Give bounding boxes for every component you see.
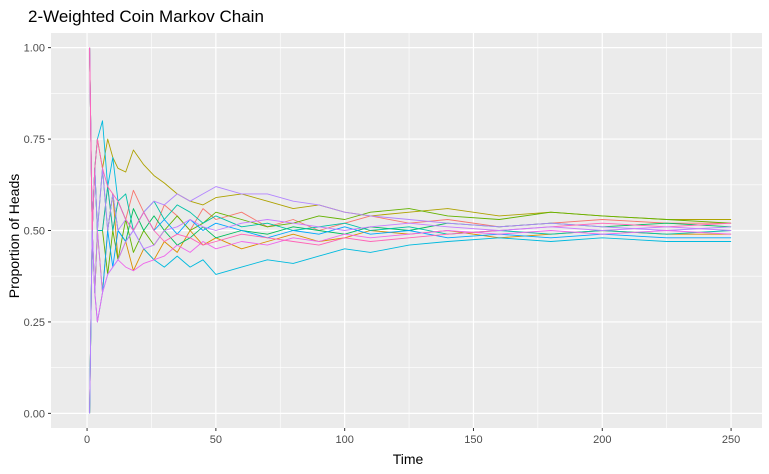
y-axis-title: Proportion of Heads <box>6 174 22 299</box>
y-tick-label: 1.00 <box>24 43 45 55</box>
x-tick-label: 150 <box>464 434 482 446</box>
x-tick-label: 0 <box>84 434 90 446</box>
y-tick-label: 0.75 <box>24 134 45 146</box>
series-line-9 <box>89 47 732 231</box>
y-tick-label: 0.25 <box>24 317 45 329</box>
x-tick-label: 100 <box>335 434 353 446</box>
chart-title: 2-Weighted Coin Markov Chain <box>28 7 264 26</box>
x-axis-title: Time <box>393 451 424 467</box>
y-tick-label: 0.00 <box>24 408 45 420</box>
series-line-4 <box>89 208 732 414</box>
x-tick-label: 50 <box>210 434 222 446</box>
series-line-12 <box>89 219 732 414</box>
series-line-8 <box>89 211 732 414</box>
x-axis: 0 50 100 150 200 250 <box>84 428 740 446</box>
series-lines <box>89 47 732 414</box>
y-axis: 0.00 0.25 0.50 0.75 1.00 <box>24 43 51 420</box>
series-line-11 <box>89 47 732 246</box>
series-line-3 <box>89 47 732 231</box>
series-line-7 <box>89 47 732 275</box>
x-tick-label: 250 <box>722 434 740 446</box>
y-tick-label: 0.50 <box>24 226 45 238</box>
x-tick-label: 200 <box>593 434 611 446</box>
